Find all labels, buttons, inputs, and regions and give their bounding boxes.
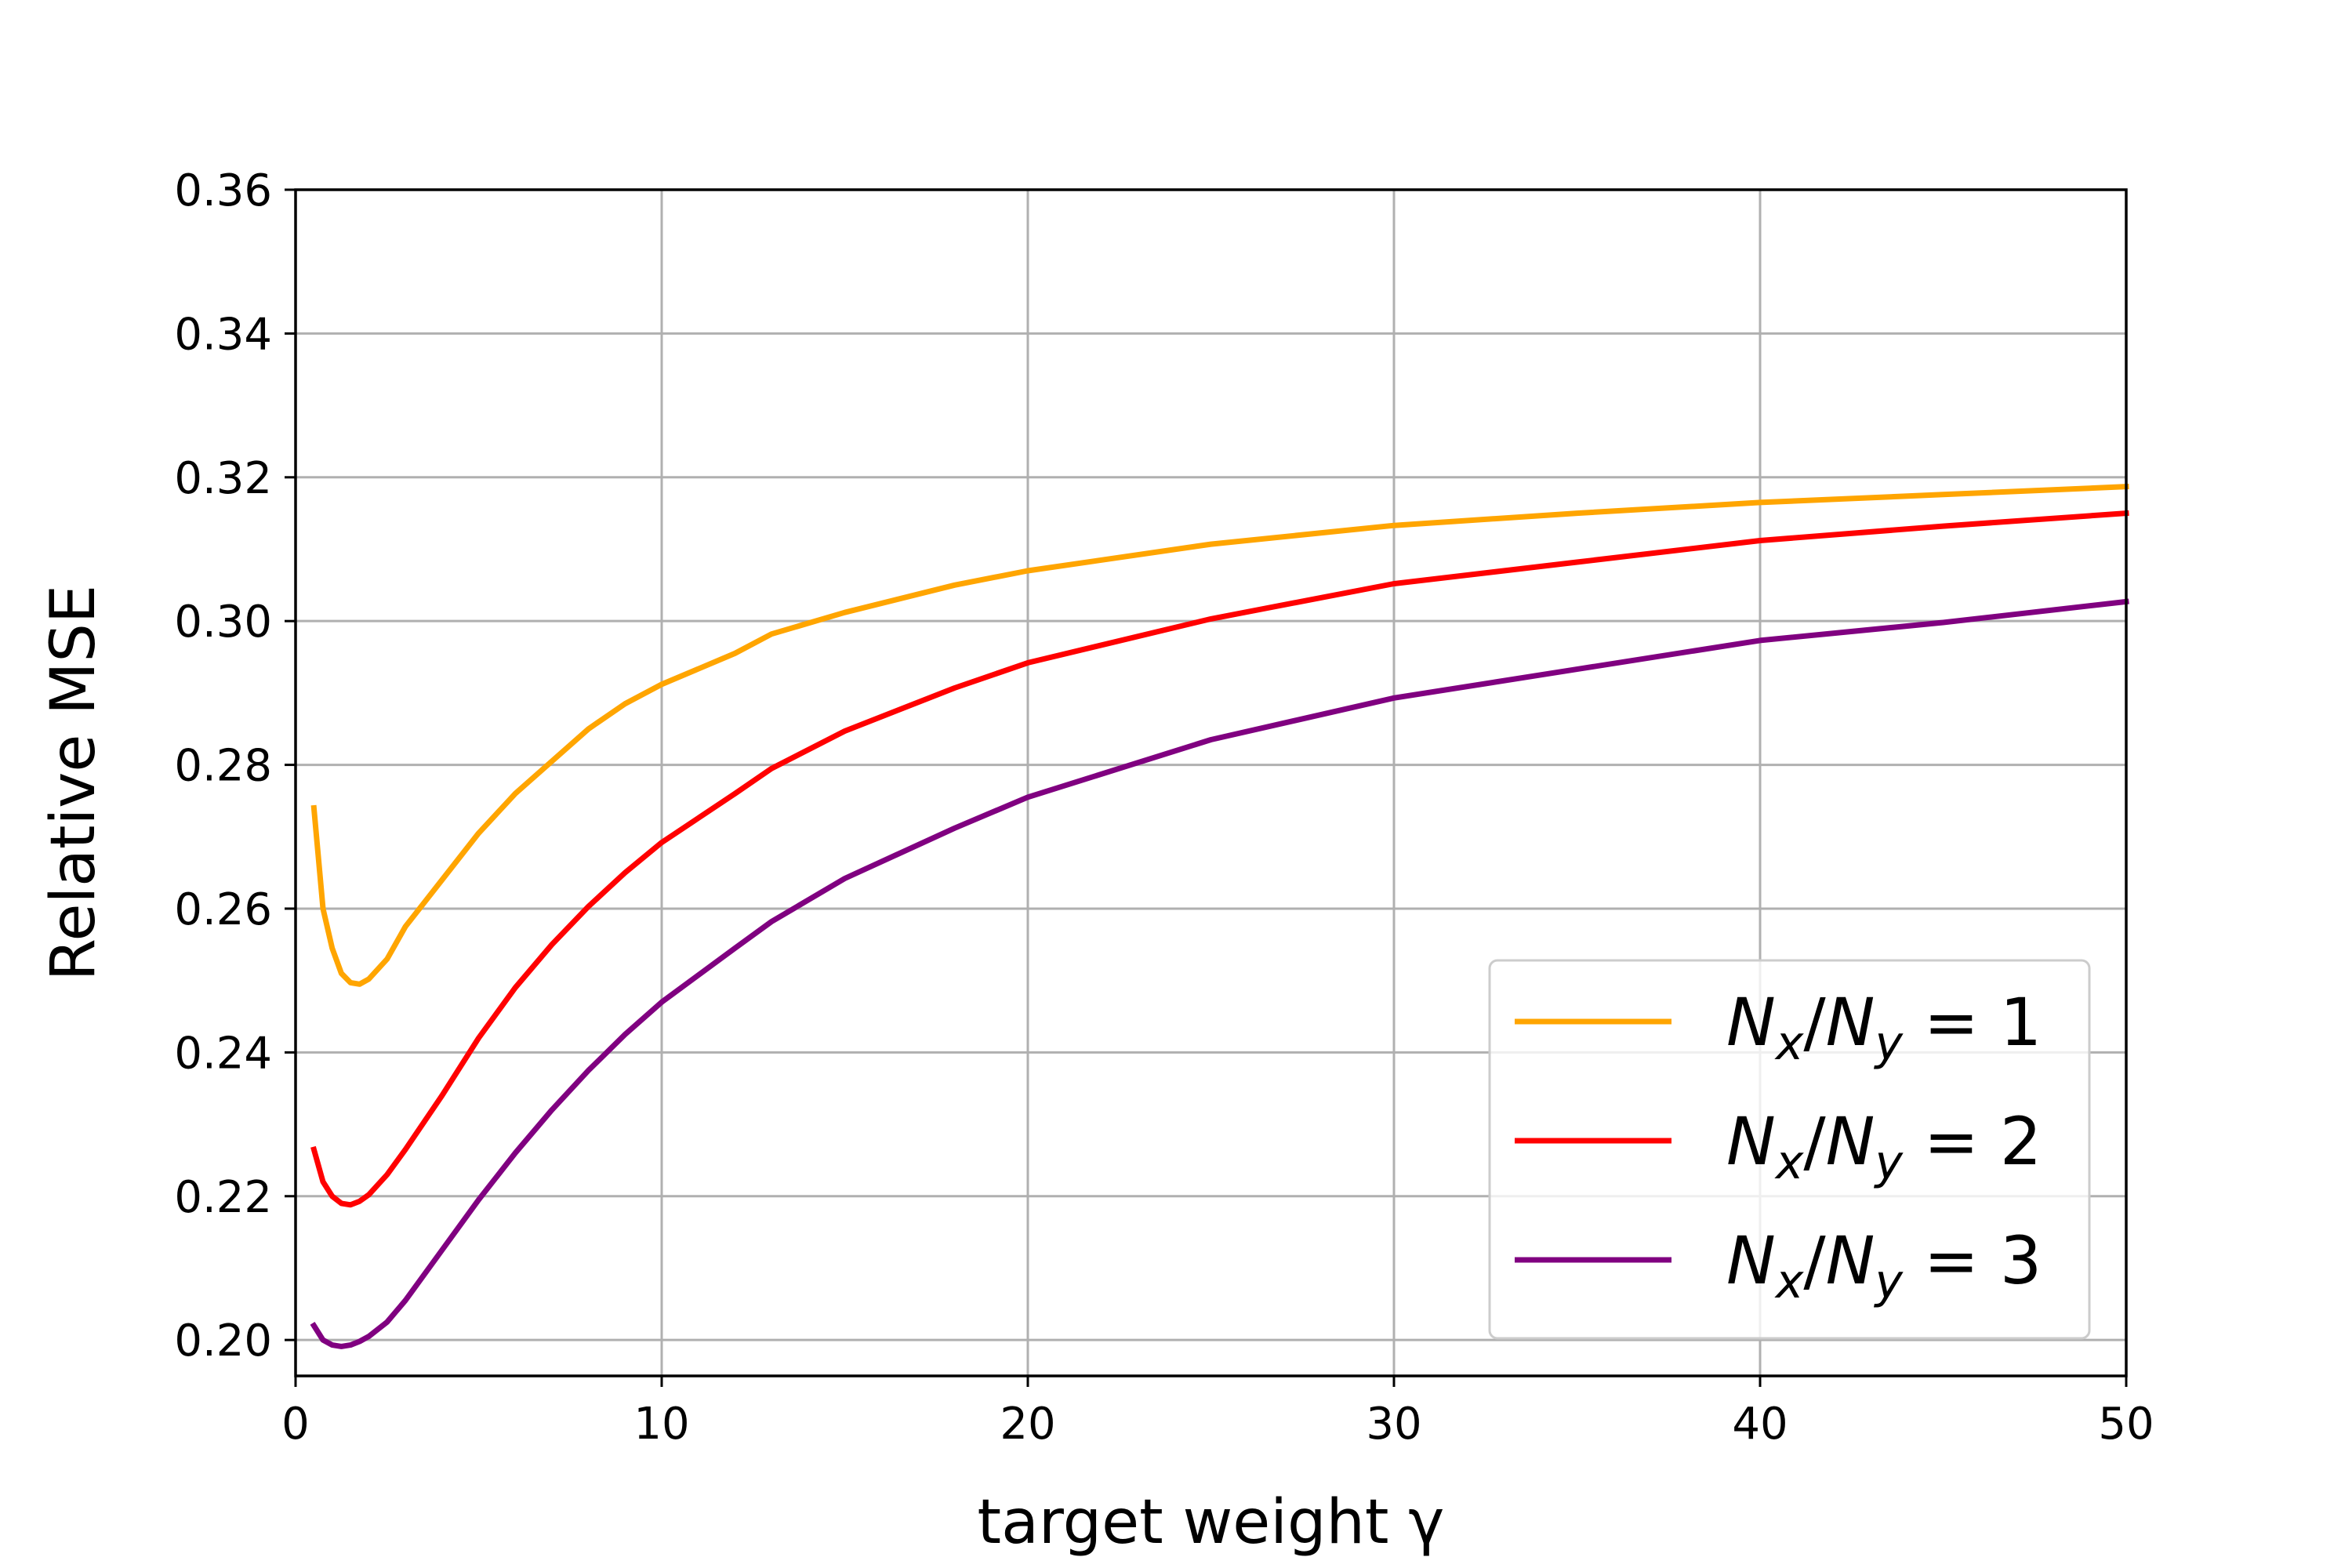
y-tick-label: 0.36 [174,165,272,216]
y-tick-label: 0.30 [174,597,272,648]
series-line-2 [310,510,2129,1208]
legend-label-part: y [1874,1135,1904,1190]
x-tick-label: 10 [633,1399,689,1450]
x-tick-label: 0 [281,1399,310,1450]
legend-label-part: N [1726,1222,1776,1299]
legend-label-part: 2 [2000,1103,2042,1180]
x-tick-label: 40 [1732,1399,1788,1450]
y-tick-label: 0.24 [174,1028,272,1079]
series-lines [310,484,2129,1349]
legend-label-part: 3 [2000,1222,2042,1299]
legend-label-part: N [1726,1103,1776,1180]
legend-box [1488,959,2091,1340]
y-tick-label: 0.20 [174,1316,272,1367]
y-tick-label: 0.28 [174,741,272,792]
y-tick-label: 0.32 [174,453,272,504]
x-tick-label: 50 [2098,1399,2154,1450]
y-tick-label: 0.26 [174,884,272,935]
legend-label-part: 1 [2000,984,2042,1061]
legend-label-1: Nx/Ny = 1 [1726,984,2042,1071]
axis-ticks: 0 10 20 30 40 50 0.20 0.22 0.24 0.26 0.28 0.30 0.32 0… [174,165,2154,1450]
legend-label-part: = [1903,984,2000,1061]
legend-label-part: N [1726,984,1776,1061]
y-tick-label: 0.22 [174,1172,272,1223]
legend-label-part: / [1803,1222,1826,1299]
legend-label-part: N [1826,984,1875,1061]
series-line-1 [310,484,2129,987]
legend-label-part: y [1874,1254,1904,1309]
legend-label-part: x [1774,1016,1804,1071]
legend-label-part: x [1774,1254,1804,1309]
legend-label-part: N [1826,1103,1875,1180]
legend-label-part: y [1874,1016,1904,1071]
series-line-3 [310,598,2129,1349]
legend-label-part: N [1826,1222,1875,1299]
x-axis-label-text: target weight γ [978,1487,1445,1558]
x-tick-label: 20 [1000,1399,1055,1450]
plot-area-frame [294,188,2128,1377]
legend-label-part: / [1803,1103,1826,1180]
y-axis-label: Relative MSE [38,585,109,981]
legend: Nx/Ny = 1Nx/Ny = 2Nx/Ny = 3 [1488,959,2091,1340]
legend-label-3: Nx/Ny = 3 [1726,1222,2042,1309]
legend-label-2: Nx/Ny = 2 [1726,1103,2042,1190]
legend-label-part: = [1903,1222,2000,1299]
y-tick-label: 0.34 [174,309,272,360]
legend-label-part: = [1903,1103,2000,1180]
legend-label-part: x [1774,1135,1804,1190]
x-axis-label: target weight γ [978,1487,1445,1558]
legend-label-part: / [1803,984,1826,1061]
x-tick-label: 30 [1366,1399,1421,1450]
